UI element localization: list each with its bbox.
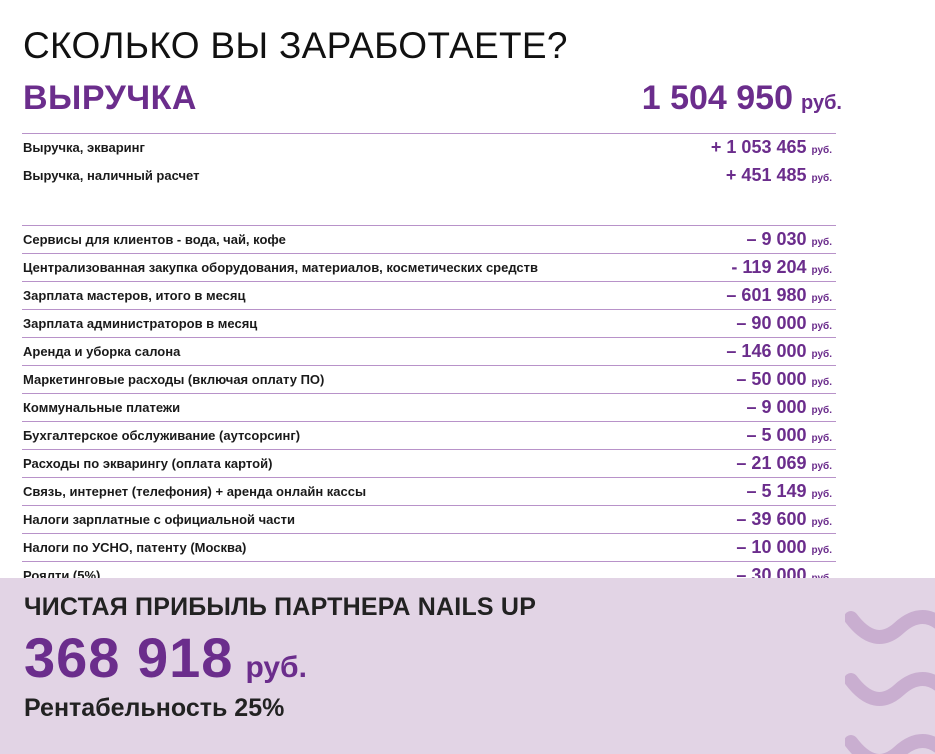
row-value: – 9 030 руб.: [746, 229, 832, 249]
profit-amount-value: 368 918: [24, 626, 234, 689]
row-label: Бухгалтерское обслуживание (аутсорсинг): [23, 428, 301, 443]
revenue-total-value: 1 504 950: [641, 79, 793, 117]
expense-row: Бухгалтерское обслуживание (аутсорсинг) …: [22, 421, 836, 449]
expense-row: Налоги по УСНО, патенту (Москва) – 10 00…: [22, 533, 836, 561]
income-row: Выручка, наличный расчет + 451 485 руб.: [22, 161, 836, 189]
row-value: – 5 149 руб.: [746, 481, 832, 501]
expense-row: Связь, интернет (телефония) + аренда онл…: [22, 477, 836, 505]
profit-panel: ЧИСТАЯ ПРИБЫЛЬ ПАРТНЕРА NAILS UP 368 918…: [0, 578, 935, 754]
revenue-total: 1 504 950 руб.: [642, 79, 842, 118]
expense-row: Налоги зарплатные с официальной части – …: [22, 505, 836, 533]
expense-row: Аренда и уборка салона – 146 000 руб.: [22, 337, 836, 365]
row-value: – 9 000 руб.: [746, 397, 832, 417]
row-value: + 451 485 руб.: [725, 165, 832, 185]
row-value: – 90 000 руб.: [736, 313, 832, 333]
row-value: – 50 000 руб.: [736, 369, 832, 389]
expense-row: Расходы по экварингу (оплата картой) – 2…: [22, 449, 836, 477]
row-label: Централизованная закупка оборудования, м…: [23, 260, 539, 275]
row-value: – 39 600 руб.: [736, 509, 832, 529]
revenue-heading: ВЫРУЧКА: [23, 79, 197, 117]
profit-amount: 368 918 руб.: [24, 625, 307, 690]
expense-row: Маркетинговые расходы (включая оплату ПО…: [22, 365, 836, 393]
row-label: Зарплата администраторов в месяц: [23, 316, 258, 331]
finance-table: Выручка, экваринг + 1 053 465 руб. Выручк…: [22, 133, 836, 590]
expense-row: Зарплата мастеров, итого в месяц – 601 9…: [22, 281, 836, 309]
row-value: – 10 000 руб.: [736, 537, 832, 557]
row-label: Выручка, экваринг: [23, 140, 145, 155]
row-label: Связь, интернет (телефония) + аренда онл…: [23, 484, 367, 499]
row-value: + 1 053 465 руб.: [710, 137, 832, 157]
row-value: - 119 204 руб.: [731, 257, 832, 277]
profit-amount-unit: руб.: [245, 651, 307, 684]
row-label: Аренда и уборка салона: [23, 344, 181, 359]
row-label: Маркетинговые расходы (включая оплату ПО…: [23, 372, 325, 387]
profit-heading: ЧИСТАЯ ПРИБЫЛЬ ПАРТНЕРА NAILS UP: [24, 593, 537, 621]
income-row: Выручка, экваринг + 1 053 465 руб.: [22, 133, 836, 161]
expense-row: Централизованная закупка оборудования, м…: [22, 253, 836, 281]
expense-row: Сервисы для клиентов - вода, чай, кофе –…: [22, 225, 836, 253]
row-label: Налоги зарплатные с официальной части: [23, 512, 296, 527]
row-label: Расходы по экварингу (оплата картой): [23, 456, 273, 471]
expense-row: Зарплата администраторов в месяц – 90 00…: [22, 309, 836, 337]
row-value: – 5 000 руб.: [746, 425, 832, 445]
page-title: СКОЛЬКО ВЫ ЗАРАБОТАЕТЕ?: [23, 25, 568, 66]
row-value: – 146 000 руб.: [726, 341, 832, 361]
expense-row: Коммунальные платежи – 9 000 руб.: [22, 393, 836, 421]
table-spacer: [22, 189, 836, 225]
row-label: Налоги по УСНО, патенту (Москва): [23, 540, 247, 555]
row-label: Выручка, наличный расчет: [23, 168, 200, 183]
row-label: Зарплата мастеров, итого в месяц: [23, 288, 246, 303]
wave-decoration-icon: [845, 610, 935, 754]
row-label: Сервисы для клиентов - вода, чай, кофе: [23, 232, 286, 247]
row-label: Коммунальные платежи: [23, 400, 181, 415]
row-value: – 601 980 руб.: [726, 285, 832, 305]
row-value: – 21 069 руб.: [736, 453, 832, 473]
profitability-text: Рентабельность 25%: [24, 694, 285, 722]
revenue-total-unit: руб.: [801, 92, 842, 114]
